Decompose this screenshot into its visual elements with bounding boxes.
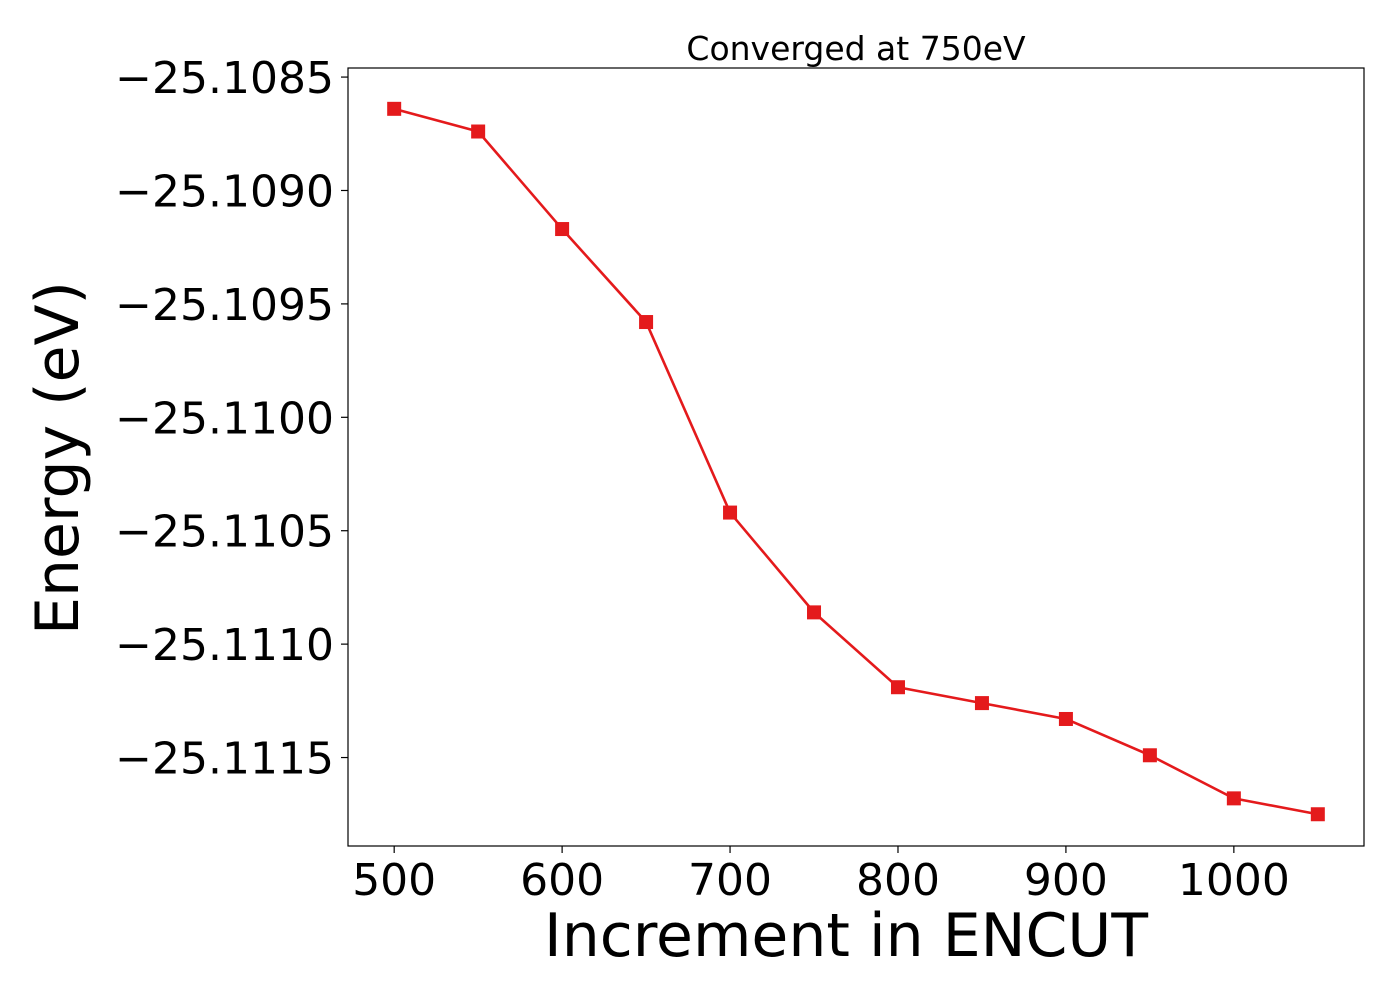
data-point-marker [890, 680, 905, 695]
y-tick-label: −25.1105 [115, 507, 334, 558]
chart-title: Converged at 750eV [686, 29, 1026, 68]
y-axis-ticks: −25.1085 −25.1090 −25.1095 −25.1100 −25.1105… [115, 53, 348, 785]
x-axis-ticks: 500 600 700 800 900 1000 [352, 846, 1290, 906]
x-axis-title: Increment in ENCUT [544, 901, 1148, 971]
x-tick-label: 1000 [1178, 855, 1290, 906]
x-tick-label: 700 [688, 855, 772, 906]
series-layer [387, 101, 1325, 822]
y-tick-label: −25.1095 [115, 280, 334, 331]
data-point-marker [807, 605, 822, 620]
plot-area-frame [347, 67, 1365, 847]
data-point-marker [471, 124, 486, 139]
data-point-marker [1142, 748, 1157, 763]
data-point-marker [974, 696, 989, 711]
y-tick-label: −25.1110 [115, 620, 334, 671]
y-tick-label: −25.1090 [115, 166, 334, 217]
y-axis-title: Energy (eV) [23, 281, 93, 635]
data-point-marker [1310, 807, 1325, 822]
data-point-marker [723, 505, 738, 520]
y-tick-label: −25.1085 [115, 53, 334, 104]
data-point-marker [387, 101, 402, 116]
data-point-marker [555, 222, 570, 237]
series-line [393, 107, 1319, 816]
y-tick-label: −25.1115 [115, 734, 334, 785]
data-point-marker [1226, 791, 1241, 806]
data-point-marker [1058, 711, 1073, 726]
x-tick-label: 600 [520, 855, 604, 906]
x-tick-label: 800 [856, 855, 940, 906]
x-tick-label: 500 [352, 855, 436, 906]
data-point-marker [639, 315, 654, 330]
y-tick-label: −25.1100 [115, 393, 334, 444]
x-tick-label: 900 [1024, 855, 1108, 906]
